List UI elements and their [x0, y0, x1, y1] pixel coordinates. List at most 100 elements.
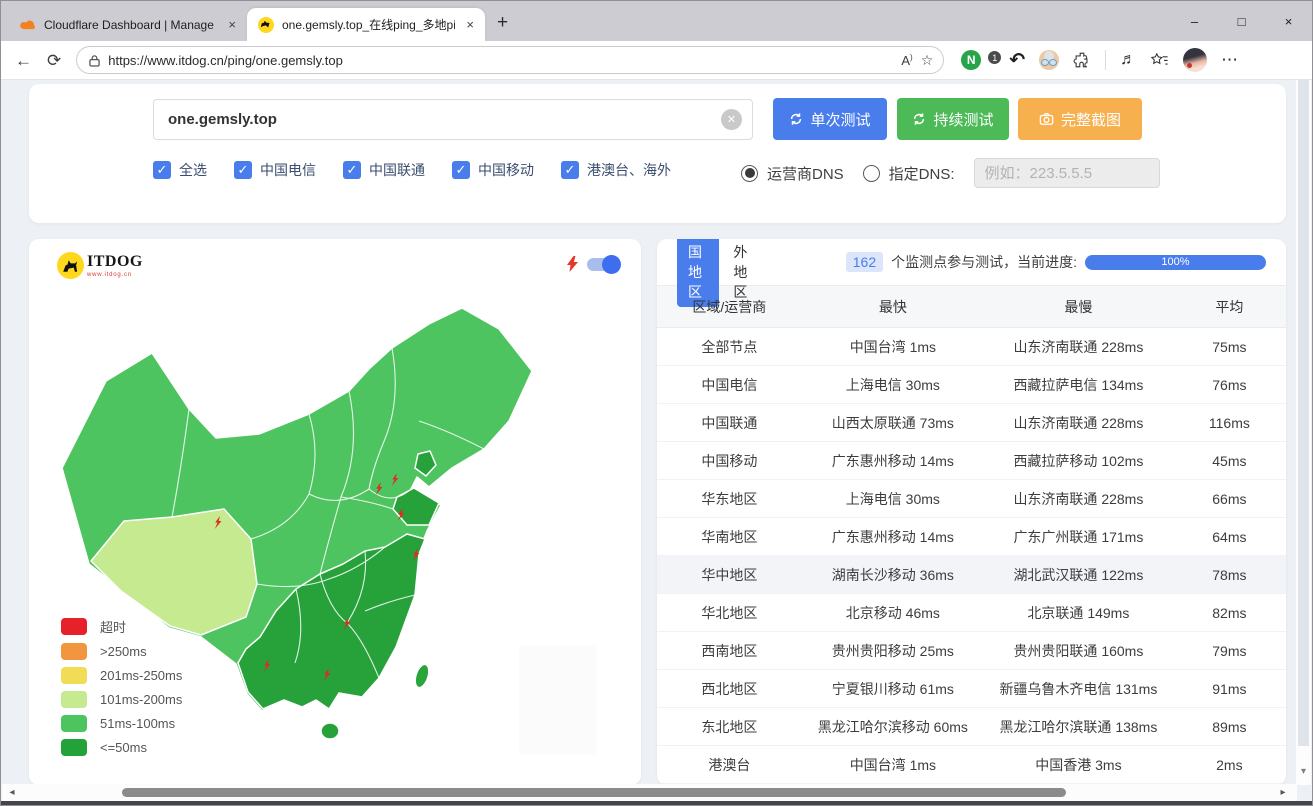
horizontal-scrollbar-thumb[interactable] — [122, 788, 1066, 797]
legend-label: 51ms-100ms — [100, 716, 176, 731]
tab-title: one.gemsly.top_在线ping_多地pin — [282, 18, 456, 32]
cell-region: 西南地区 — [657, 631, 802, 670]
legend-label: 超时 — [100, 620, 127, 635]
result-row[interactable]: 中国电信 上海电信 30ms 西藏拉萨电信 134ms 76ms — [657, 365, 1286, 404]
logo-title: ITDOG — [87, 252, 143, 270]
result-row[interactable]: 华北地区 北京移动 46ms 北京联通 149ms 82ms — [657, 593, 1286, 632]
isp-dns-label[interactable]: 运营商DNS — [767, 165, 844, 183]
full-screenshot-button[interactable]: 完整截图 — [1018, 98, 1142, 140]
cell-average: 64ms — [1172, 517, 1286, 556]
checkbox-checked-icon[interactable] — [452, 161, 470, 179]
collections-icon[interactable] — [1150, 51, 1169, 69]
custom-dns-radio[interactable] — [862, 164, 880, 182]
result-row[interactable]: 港澳台 中国台湾 1ms 中国香港 3ms 2ms — [657, 745, 1286, 784]
result-row[interactable]: 华南地区 广东惠州移动 14ms 广东广州联通 171ms 64ms — [657, 517, 1286, 556]
tab-close-icon[interactable]: × — [228, 17, 236, 32]
scroll-right-icon[interactable]: ▸ — [1280, 787, 1286, 798]
continuous-test-button[interactable]: 持续测试 — [897, 98, 1009, 140]
refresh-icon[interactable]: ⟳ — [47, 50, 62, 70]
cell-average: 66ms — [1172, 479, 1286, 518]
legend-label: <=50ms — [100, 740, 147, 755]
result-row[interactable]: 华东地区 上海电信 30ms 山东济南联通 228ms 66ms — [657, 479, 1286, 518]
custom-dns-label[interactable]: 指定DNS: — [888, 165, 955, 183]
vertical-scrollbar[interactable]: ▾ — [1296, 80, 1311, 785]
checkbox-checked-icon[interactable] — [234, 161, 252, 179]
results-header: 中国地区 海外地区 162 个监测点参与测试，当前进度: 100% — [657, 239, 1286, 307]
result-row[interactable]: 中国联通 山西太原联通 73ms 山东济南联通 228ms 116ms — [657, 403, 1286, 442]
result-row[interactable]: 全部节点 中国台湾 1ms 山东济南联通 228ms 75ms — [657, 327, 1286, 366]
legend-swatch — [61, 643, 87, 660]
more-menu-icon[interactable]: ⋯ — [1221, 50, 1239, 69]
region-beijing — [414, 450, 437, 477]
node-marker-icon — [214, 516, 222, 529]
extensions-puzzle-icon[interactable] — [1073, 51, 1091, 69]
vertical-scrollbar-thumb[interactable] — [1298, 80, 1309, 746]
result-row[interactable]: 西北地区 宁夏银川移动 61ms 新疆乌鲁木齐电信 131ms 91ms — [657, 669, 1286, 708]
itdog-logo: ITDOG www.itdog.cn — [57, 252, 143, 279]
maximize-button[interactable]: □ — [1237, 13, 1246, 29]
results-table: 区域/运营商 最快 最慢 平均 全部节点 中国台湾 1ms 山东济南联通 228… — [657, 285, 1286, 784]
isp-checkbox[interactable]: 中国电信 — [234, 160, 316, 180]
n-extension-icon[interactable]: N — [961, 50, 982, 70]
cell-region: 华北地区 — [657, 593, 802, 632]
result-row[interactable]: 中国移动 广东惠州移动 14ms 西藏拉萨移动 102ms 45ms — [657, 441, 1286, 480]
read-aloud-icon[interactable]: A — [901, 53, 912, 68]
scroll-left-icon[interactable]: ◂ — [9, 787, 15, 798]
cell-region: 东北地区 — [657, 707, 802, 746]
cell-slowest: 湖北武汉联通 122ms — [984, 555, 1173, 594]
legend-item: >250ms — [61, 643, 182, 660]
result-row[interactable]: 华中地区 湖南长沙移动 36ms 湖北武汉联通 122ms 78ms — [657, 555, 1286, 594]
isp-checkbox[interactable]: 港澳台、海外 — [561, 160, 671, 180]
china-ping-map[interactable] — [29, 239, 641, 785]
cell-fastest: 贵州贵阳移动 25ms — [801, 631, 985, 670]
single-test-button[interactable]: 单次测试 — [773, 98, 887, 140]
new-tab-button[interactable]: + — [497, 12, 509, 33]
back-icon[interactable]: ← — [15, 50, 32, 70]
close-window-button[interactable]: × — [1284, 13, 1293, 29]
isp-checkbox[interactable]: 全选 — [153, 160, 207, 180]
results-card: 中国地区 海外地区 162 个监测点参与测试，当前进度: 100% 区域/运营商… — [657, 239, 1286, 785]
custom-dns-input[interactable] — [973, 158, 1160, 188]
tab-overseas-region[interactable]: 海外地区 — [733, 239, 748, 300]
cell-region: 中国联通 — [657, 403, 802, 442]
url-text[interactable]: https://www.itdog.cn/ping/one.gemsly.top — [108, 52, 343, 68]
address-bar[interactable]: https://www.itdog.cn/ping/one.gemsly.top… — [76, 46, 945, 74]
checkbox-label: 中国移动 — [478, 162, 534, 178]
cloudflare-favicon-icon — [19, 16, 36, 33]
cell-average: 91ms — [1172, 669, 1286, 708]
tab-cloudflare[interactable]: Cloudflare Dashboard | Manage Y × — [9, 8, 247, 41]
checkbox-checked-icon[interactable] — [153, 161, 171, 179]
clear-input-icon[interactable]: ✕ — [721, 109, 742, 130]
horizontal-scrollbar[interactable]: ◂ ▸ — [2, 784, 1297, 801]
cell-average: 78ms — [1172, 555, 1286, 594]
cell-average: 79ms — [1172, 631, 1286, 670]
scroll-down-icon[interactable]: ▾ — [1300, 766, 1307, 777]
extensions-row: N 1 ↶ ♬ ⋯ — [961, 48, 1238, 72]
host-input[interactable] — [153, 99, 753, 140]
map-animation-toggle[interactable] — [587, 254, 621, 274]
tab-itdog[interactable]: one.gemsly.top_在线ping_多地pin × — [247, 8, 485, 41]
favorite-star-icon[interactable]: ☆ — [920, 51, 934, 68]
itdog-logo-icon — [57, 252, 84, 279]
result-row[interactable]: 东北地区 黑龙江哈尔滨移动 60ms 黑龙江哈尔滨联通 138ms 89ms — [657, 707, 1286, 746]
music-note-gear-icon[interactable]: ♬ — [1120, 51, 1137, 68]
monitor-text: 个监测点参与测试，当前进度: — [891, 254, 1077, 270]
isp-checkbox[interactable]: 中国移动 — [452, 160, 534, 180]
undo-extension-icon[interactable]: ↶ — [1009, 49, 1026, 71]
profile-avatar[interactable] — [1183, 48, 1208, 72]
checkbox-checked-icon[interactable] — [561, 161, 579, 179]
tab-close-icon[interactable]: × — [466, 17, 474, 32]
checkbox-checked-icon[interactable] — [343, 161, 361, 179]
node-marker-icon — [391, 473, 399, 486]
result-row[interactable]: 西南地区 贵州贵阳移动 25ms 贵州贵阳联通 160ms 79ms — [657, 631, 1286, 670]
dns-option-row: 运营商DNS 指定DNS: — [741, 158, 1160, 188]
minimize-button[interactable]: – — [1190, 13, 1199, 29]
cell-fastest: 北京移动 46ms — [801, 593, 985, 632]
full-screenshot-label: 完整截图 — [1060, 111, 1121, 129]
isp-checkbox[interactable]: 中国联通 — [343, 160, 425, 180]
tab-strip: Cloudflare Dashboard | Manage Y × one.ge… — [1, 1, 1312, 41]
cell-slowest: 西藏拉萨移动 102ms — [984, 441, 1173, 480]
cell-region: 华南地区 — [657, 517, 802, 556]
isp-dns-radio[interactable] — [741, 164, 758, 182]
face-extension-icon[interactable] — [1039, 50, 1060, 70]
